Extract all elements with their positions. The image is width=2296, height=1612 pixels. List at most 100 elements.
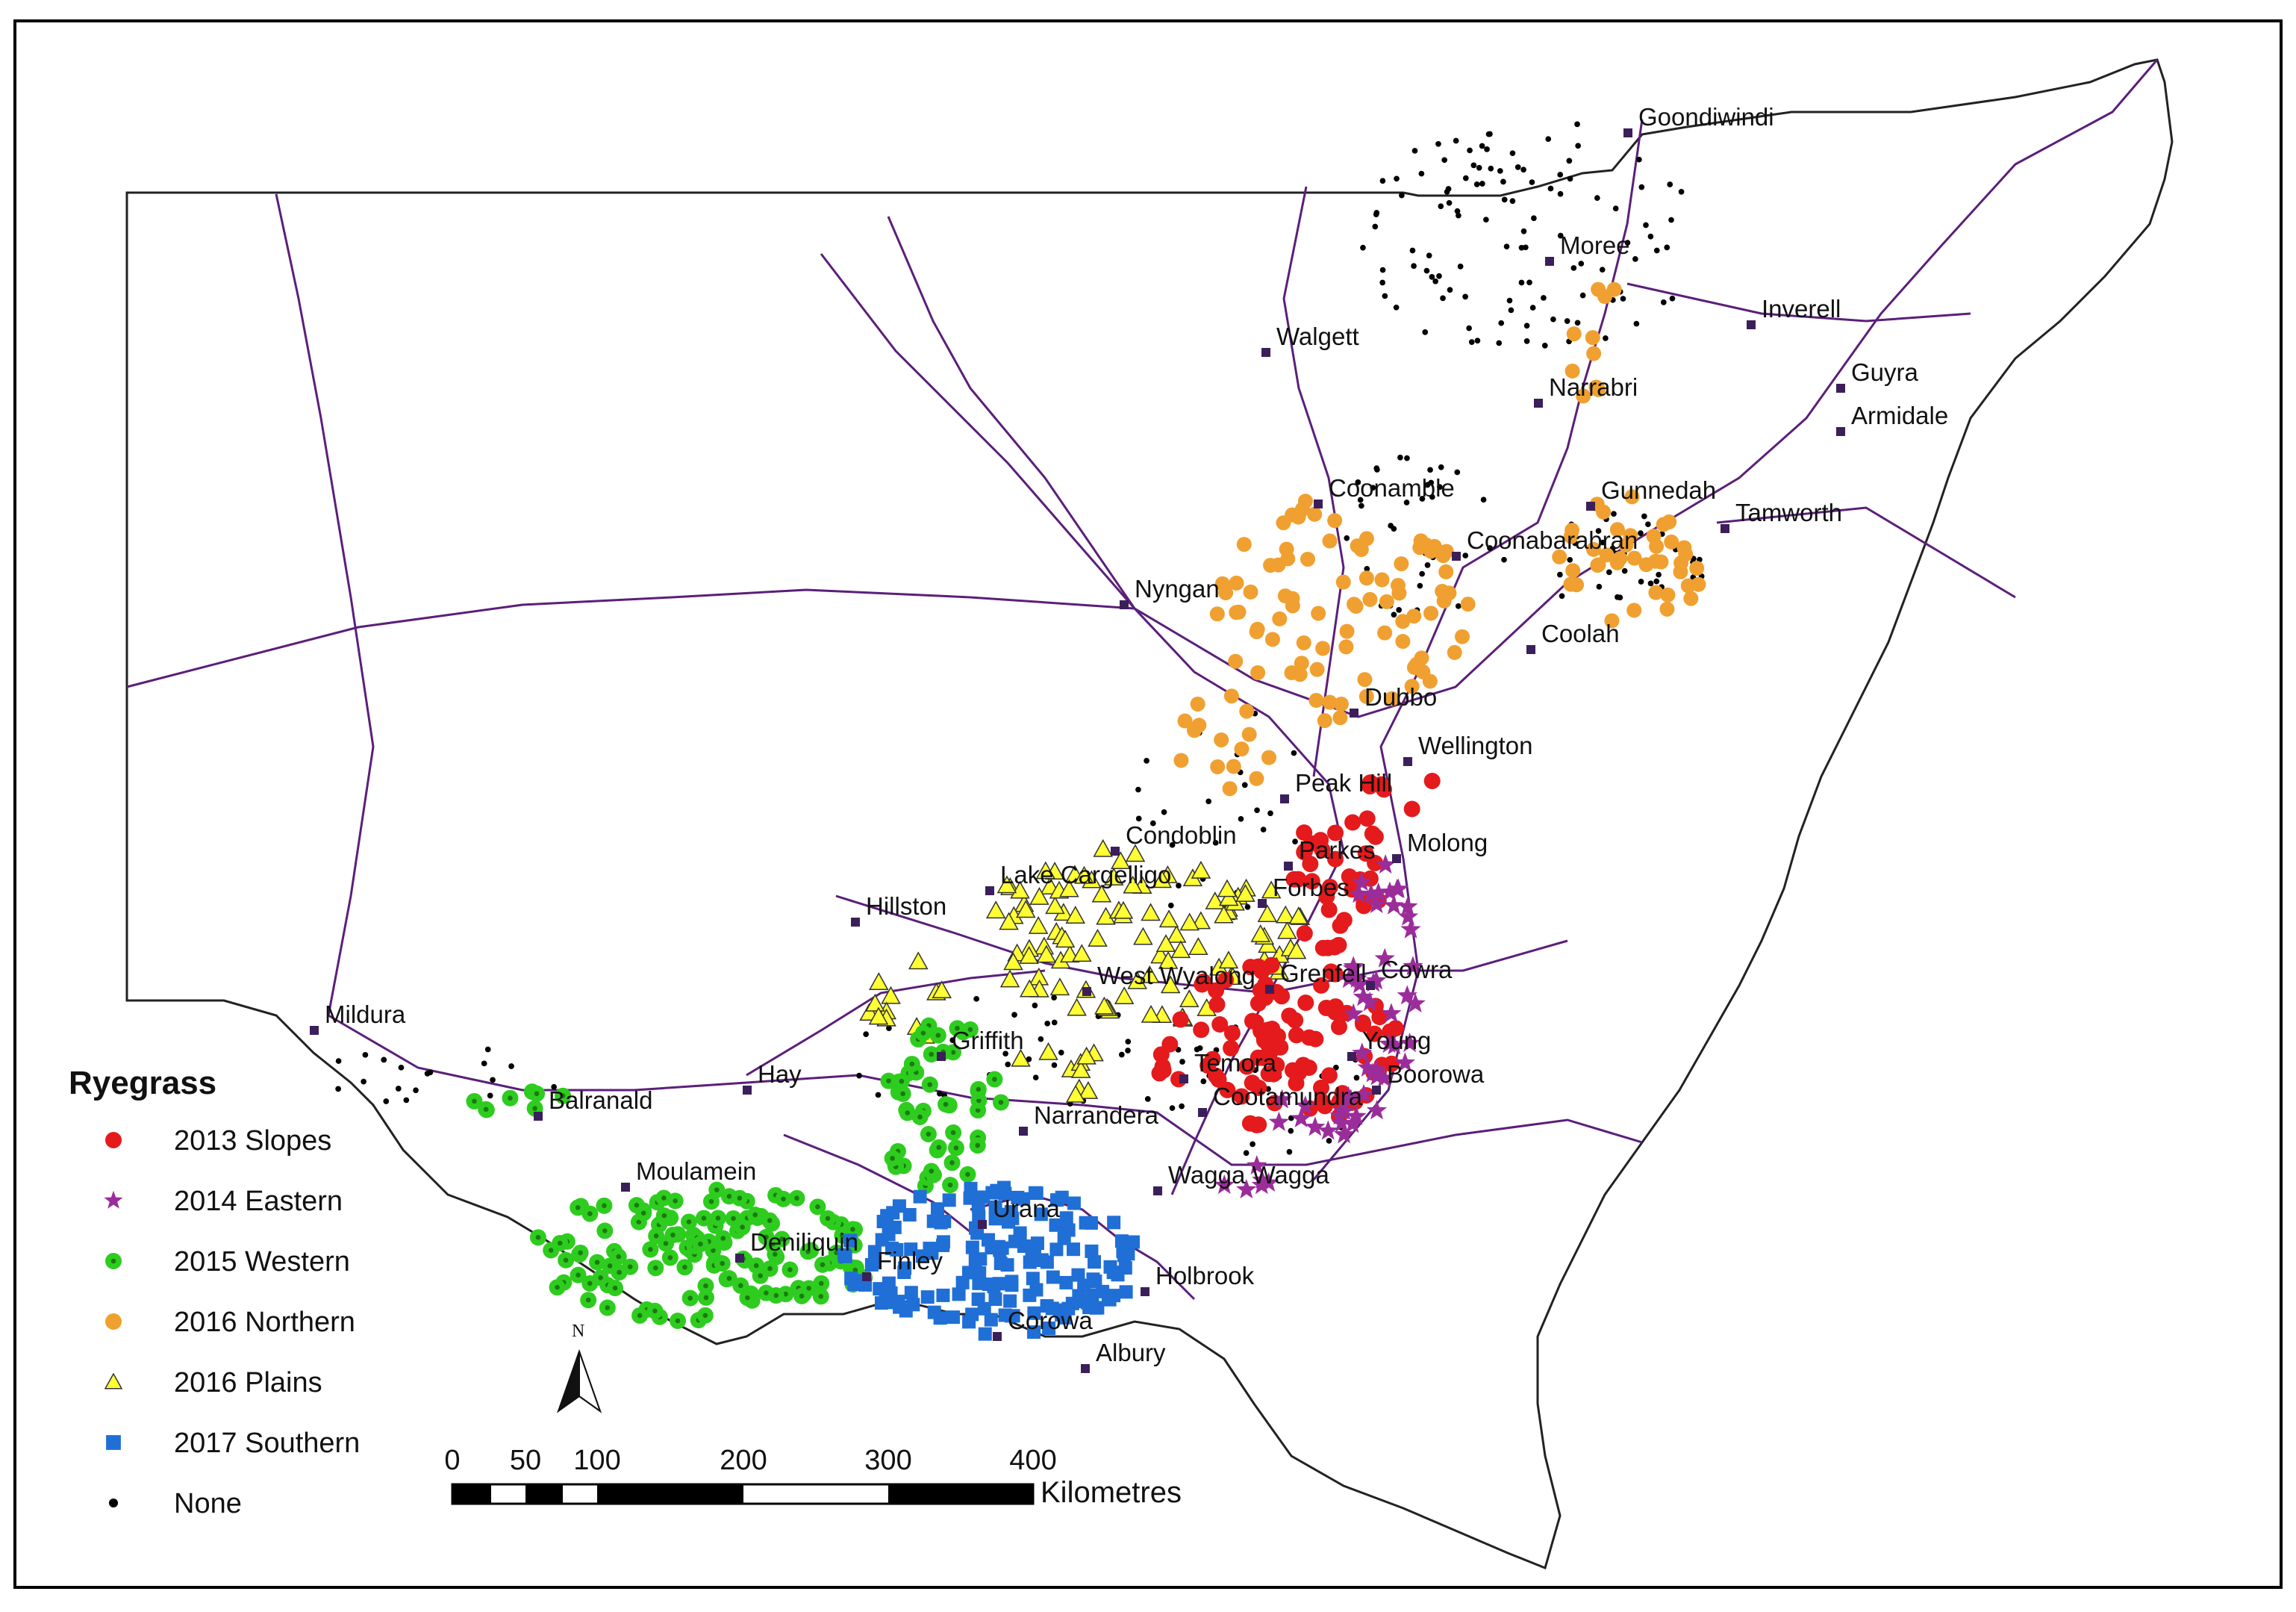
sample-point-slopes — [1314, 1093, 1331, 1110]
legend-label: 2017 Southern — [174, 1428, 360, 1459]
sample-point-none — [1197, 1045, 1203, 1051]
sample-point-southern — [1067, 1242, 1081, 1257]
town: Walgett — [1261, 323, 1359, 357]
sample-point-southern — [990, 1183, 1004, 1198]
town-marker-icon — [1392, 854, 1401, 863]
sample-point-none — [1557, 571, 1563, 578]
sample-point-none — [1570, 265, 1577, 271]
sample-point-northern — [1379, 594, 1394, 609]
sample-point-none — [1260, 827, 1267, 833]
sample-point-none — [1520, 228, 1527, 234]
town-marker-icon — [1452, 552, 1461, 561]
sample-point-southern — [913, 1189, 927, 1204]
sample-point-northern — [1565, 363, 1580, 379]
sample-point-slopes — [1366, 1025, 1383, 1042]
sample-point-plains — [1218, 888, 1239, 906]
sample-point-southern — [902, 1208, 917, 1222]
sample-point-western — [813, 1275, 830, 1292]
sample-point-northern — [1646, 529, 1662, 544]
sample-point-slopes — [1250, 1079, 1267, 1096]
sample-point-western — [894, 1085, 911, 1102]
sample-point-northern — [1660, 587, 1676, 603]
town-label: Dubbo — [1364, 683, 1437, 711]
sample-point-eastern — [1403, 956, 1423, 976]
sample-point-western — [969, 1137, 986, 1154]
sample-point-eastern — [1353, 1083, 1374, 1104]
town: Peak Hill — [1280, 769, 1392, 803]
sample-point-none — [1594, 195, 1600, 202]
sample-point-none — [1250, 1141, 1255, 1148]
sample-point-none — [1653, 578, 1660, 585]
sample-point-plains — [1065, 906, 1085, 924]
sample-point-northern — [1218, 585, 1234, 600]
sample-point-plains — [1065, 1084, 1086, 1103]
sample-point-none — [1500, 178, 1506, 185]
sample-point-slopes — [1326, 965, 1344, 983]
sample-point-southern — [978, 1327, 992, 1341]
scale-unit-label: Kilometres — [1041, 1476, 1182, 1509]
sample-point-none — [1621, 567, 1628, 574]
sample-point-plains — [1191, 860, 1211, 879]
sample-point-northern — [1576, 388, 1591, 404]
sample-point-western — [664, 1227, 681, 1244]
sample-point-none — [1441, 157, 1448, 164]
sample-point-southern — [942, 1193, 956, 1207]
sample-point-none — [1440, 295, 1446, 302]
sample-point-slopes — [1255, 1030, 1273, 1047]
sample-point-southern — [931, 1202, 945, 1216]
sample-point-eastern — [1384, 1035, 1405, 1055]
sample-point-western — [589, 1254, 606, 1271]
town-label: Holbrook — [1155, 1262, 1255, 1289]
sample-point-slopes — [1327, 824, 1344, 841]
sample-point-northern — [1391, 585, 1407, 601]
sample-point-none — [1357, 497, 1364, 503]
sample-point-slopes — [1210, 1071, 1227, 1088]
sample-point-none — [1454, 469, 1461, 476]
sample-point-none — [1454, 208, 1461, 214]
sample-point-northern — [1609, 522, 1625, 538]
sample-point-none — [1372, 223, 1379, 230]
sample-point-northern — [1226, 759, 1241, 774]
sample-point-plains — [1179, 912, 1200, 931]
sample-point-eastern — [1362, 1062, 1383, 1083]
sample-point-none — [1238, 815, 1244, 822]
sample-point-none — [1514, 164, 1521, 170]
sample-point-western — [570, 1199, 587, 1216]
sample-point-none — [1612, 205, 1619, 212]
sample-point-southern — [1079, 1216, 1093, 1230]
town: Moree — [1545, 231, 1630, 266]
sample-point-plains — [1036, 945, 1057, 963]
sample-point-none — [1599, 267, 1606, 273]
sample-point-none — [1455, 603, 1461, 609]
sample-point-none — [1243, 1150, 1250, 1157]
sample-point-western — [799, 1243, 817, 1260]
sample-point-northern — [1683, 591, 1699, 606]
sample-point-plains — [1286, 941, 1307, 959]
sample-point-slopes — [1193, 1021, 1210, 1039]
sample-point-none — [1427, 467, 1433, 473]
sample-point-none — [1179, 1059, 1185, 1065]
sample-point-none — [1032, 1002, 1038, 1009]
sample-point-western — [502, 1089, 519, 1107]
sample-point-none — [1417, 582, 1423, 589]
town-label: Coolah — [1541, 620, 1620, 647]
sample-point-slopes — [1211, 1016, 1229, 1033]
sample-point-eastern — [1366, 970, 1387, 990]
sample-point-southern — [965, 1240, 979, 1254]
sample-point-southern — [936, 1238, 950, 1252]
sample-point-western — [761, 1260, 779, 1278]
sample-point-southern — [1004, 1205, 1018, 1219]
town-label: Wagga Wagga — [1168, 1161, 1329, 1189]
sample-point-northern — [1599, 547, 1615, 563]
sample-point-plains — [1019, 945, 1039, 964]
sample-point-none — [1468, 339, 1475, 345]
town-marker-icon — [1586, 502, 1595, 511]
sample-point-northern — [1395, 634, 1411, 650]
sample-point-plains — [1170, 940, 1191, 959]
sample-point-plains — [1166, 924, 1187, 943]
town-label: Armidale — [1851, 402, 1948, 429]
legend-label: 2016 Northern — [174, 1307, 355, 1338]
sample-point-plains — [1288, 906, 1308, 924]
sample-point-none — [1391, 611, 1397, 618]
